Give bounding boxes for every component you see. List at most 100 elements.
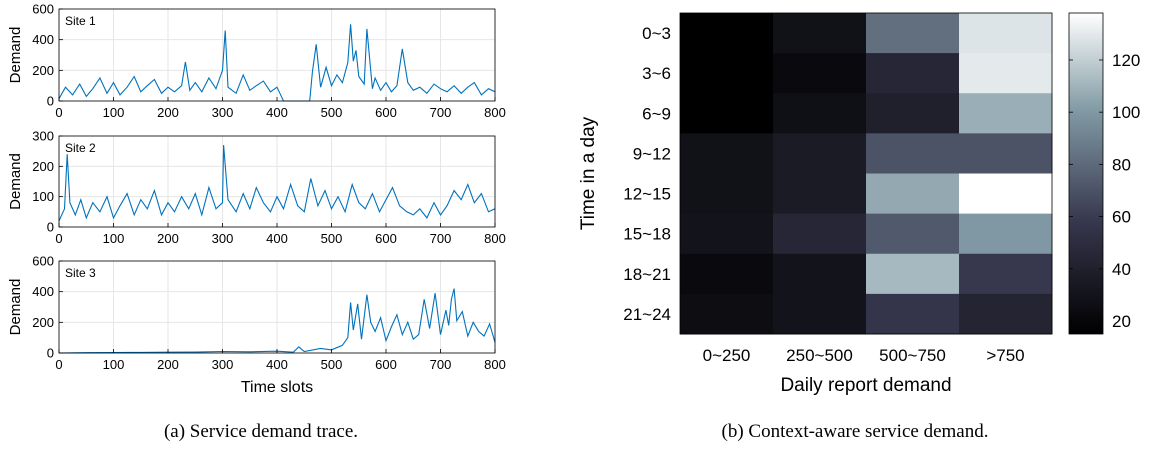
x-tick-label: 500 (321, 357, 343, 372)
y-category-label: 9~12 (633, 144, 671, 163)
heatmap-frame (679, 12, 1053, 335)
heatmap-cell (866, 293, 960, 335)
heatmap-cell (680, 173, 774, 215)
heatmap-cell (680, 133, 774, 174)
x-tick-label: 500 (321, 231, 343, 246)
x-tick-label: 700 (430, 231, 452, 246)
x-tick-label: 700 (430, 357, 452, 372)
y-tick-label: 100 (32, 189, 54, 204)
heatmap-cell (773, 213, 867, 255)
x-category-label: 500~750 (879, 346, 946, 365)
x-tick-label: 500 (321, 105, 343, 120)
y-category-label: 15~18 (623, 225, 671, 244)
caption-b: (b) Context-aware service demand. (722, 421, 989, 442)
x-tick-label: 800 (484, 105, 506, 120)
y-tick-label: 0 (47, 94, 54, 109)
x-tick-label: 0 (55, 105, 62, 120)
x-tick-label: 100 (103, 231, 125, 246)
x-tick-label: 400 (266, 357, 288, 372)
heatmap-cell (959, 173, 1053, 215)
x-tick-label: 300 (212, 357, 234, 372)
heatmap-cell (773, 53, 867, 94)
site-annotation: Site 1 (65, 14, 96, 28)
x-tick-label: 100 (103, 105, 125, 120)
heatmap-cell (680, 293, 774, 335)
x-tick-label: 100 (103, 357, 125, 372)
x-category-label: 250~500 (786, 346, 853, 365)
x-tick-label: 800 (484, 231, 506, 246)
y-category-label: 18~21 (623, 265, 671, 284)
heatmap-cell (773, 13, 867, 54)
colorbar-tick-label: 120 (1112, 51, 1140, 70)
x-category-label: >750 (986, 346, 1024, 365)
heatmap-y-axis-label: Time in a day (578, 116, 599, 230)
service-demand-trace-panel: 0 100 200 300 400 500 600 700 800 0 200 400 600 Deman… (7, 2, 506, 397)
y-axis-label: Demand (7, 27, 24, 84)
y-tick-label: 200 (32, 63, 54, 78)
x-tick-label: 400 (266, 105, 288, 120)
x-tick-label: 700 (430, 105, 452, 120)
y-axis-label: Demand (7, 153, 24, 210)
y-category-label: 0~3 (642, 24, 671, 43)
y-tick-label: 300 (32, 129, 54, 144)
heatmap-cell (773, 133, 867, 174)
x-axis-label: Time slots (241, 379, 313, 396)
x-tick-label: 600 (375, 231, 397, 246)
heatmap-cell (773, 173, 867, 215)
heatmap-cell (680, 53, 774, 94)
site-2-chart: 0 100 200 300 400 500 600 700 800 0 100 200 300 Deman… (7, 129, 506, 247)
heatmap-cell (866, 93, 960, 134)
x-category-label: 0~250 (703, 346, 751, 365)
y-category-label: 6~9 (642, 104, 671, 123)
site-annotation: Site 2 (65, 141, 96, 155)
heatmap-cell (866, 213, 960, 255)
heatmap-cell (680, 213, 774, 255)
x-tick-label: 0 (55, 231, 62, 246)
y-tick-label: 0 (47, 220, 54, 235)
colorbar-tick-label: 40 (1112, 260, 1131, 279)
heatmap-cell (773, 293, 867, 335)
heatmap-cell (959, 13, 1053, 54)
y-category-label: 21~24 (623, 305, 671, 324)
y-tick-label: 200 (32, 315, 54, 330)
y-category-label: 12~15 (623, 185, 671, 204)
x-tick-label: 600 (375, 357, 397, 372)
colorbar-tick-label: 20 (1112, 312, 1131, 331)
x-tick-label: 200 (157, 357, 179, 372)
x-tick-label: 800 (484, 357, 506, 372)
y-category-label: 3~6 (642, 64, 671, 83)
heatmap-cell (680, 13, 774, 54)
y-tick-label: 600 (32, 2, 54, 17)
x-tick-label: 0 (55, 357, 62, 372)
heatmap-cell (866, 173, 960, 215)
heatmap-cell (959, 293, 1053, 335)
y-tick-label: 600 (32, 254, 54, 269)
x-tick-label: 200 (157, 105, 179, 120)
heatmap-cell (866, 13, 960, 54)
site-annotation: Site 3 (65, 266, 96, 280)
y-tick-label: 0 (47, 346, 54, 361)
y-axis-label: Demand (7, 279, 24, 336)
x-tick-label: 600 (375, 105, 397, 120)
colorbar-tick-label: 100 (1112, 103, 1140, 122)
demand-series-line (58, 145, 496, 222)
colorbar-tick-label: 80 (1112, 155, 1131, 174)
x-tick-label: 300 (212, 105, 234, 120)
x-tick-label: 400 (266, 231, 288, 246)
y-tick-label: 400 (32, 284, 54, 299)
heatmap-cell (866, 133, 960, 174)
heatmap-cell (959, 253, 1053, 295)
heatmap-x-axis-label: Daily report demand (780, 375, 951, 396)
site-1-chart: 0 100 200 300 400 500 600 700 800 0 200 400 600 Deman… (7, 2, 506, 121)
colorbar (1068, 12, 1104, 335)
heatmap-cell (959, 213, 1053, 255)
heatmap-cell (866, 53, 960, 94)
heatmap-cell (773, 253, 867, 295)
site-3-chart: 0 100 200 300 400 500 600 700 800 0 200 400 600 Deman… (7, 254, 506, 397)
y-tick-label: 400 (32, 32, 54, 47)
colorbar-tick-label: 60 (1112, 208, 1131, 227)
heatmap-cell (959, 93, 1053, 134)
demand-series-line (58, 288, 496, 354)
heatmap-cell (773, 93, 867, 134)
